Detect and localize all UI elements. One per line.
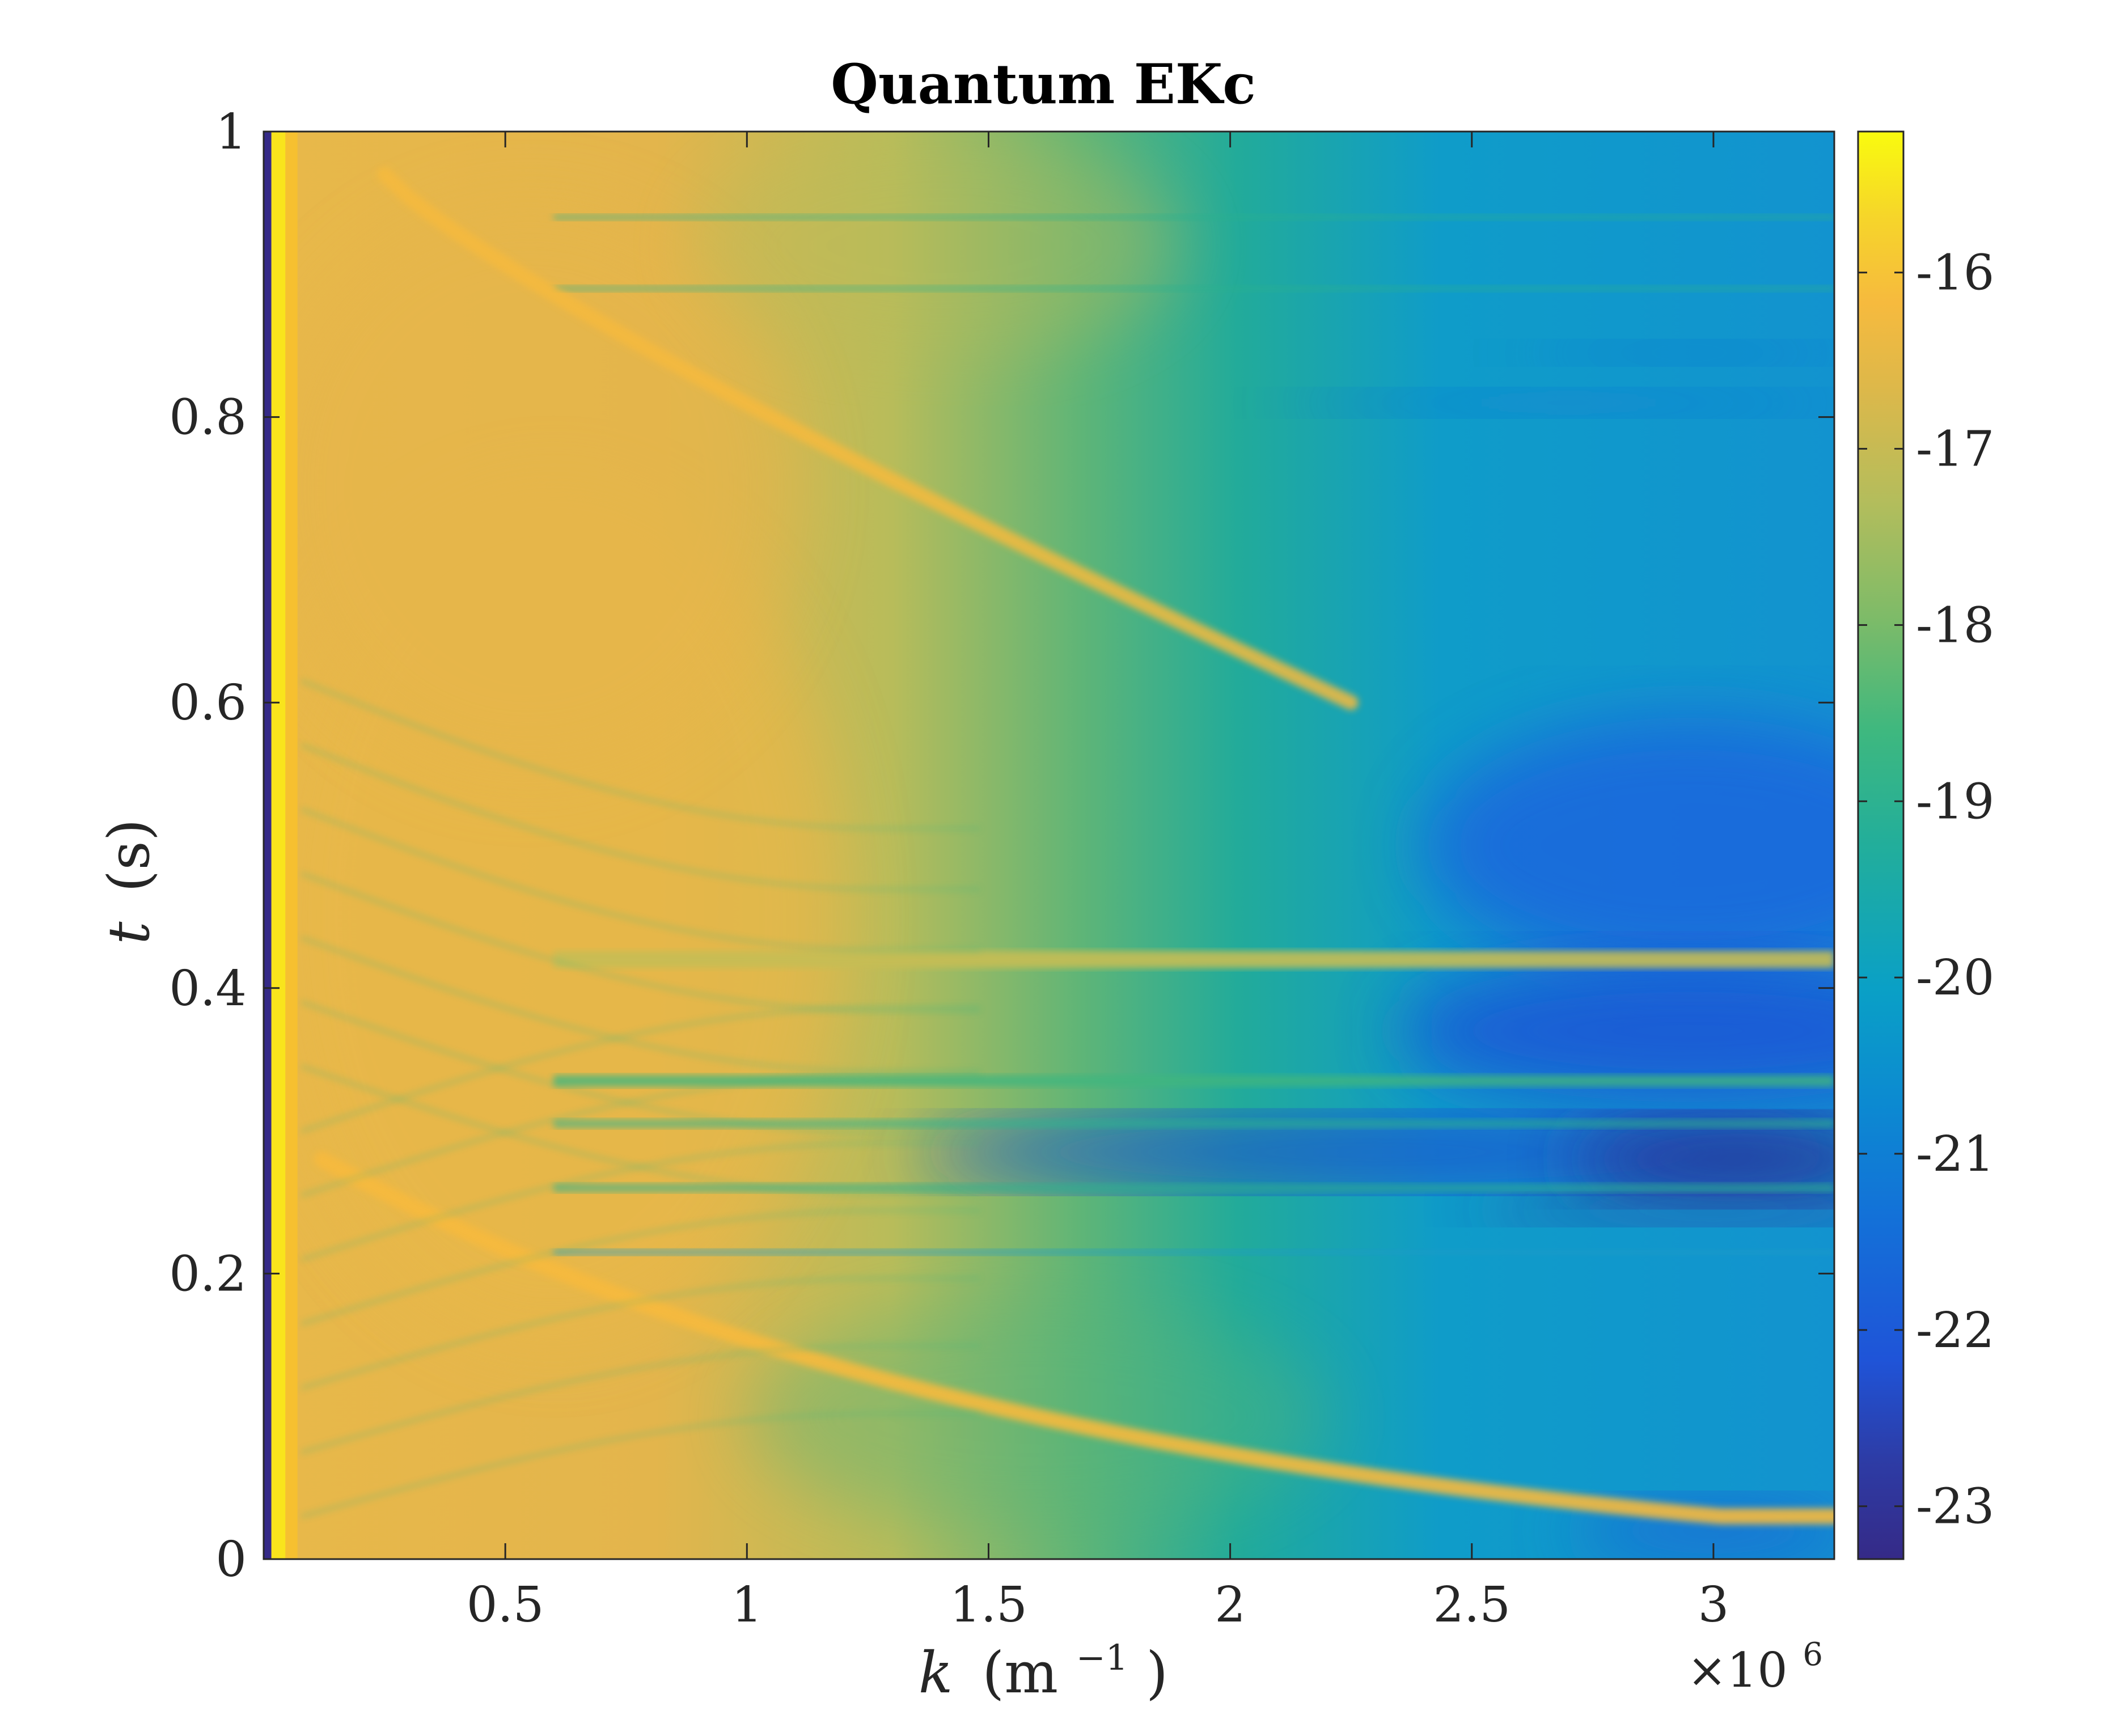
heatmap-band — [553, 1075, 1834, 1087]
heatmap-ridge — [301, 1065, 980, 1195]
heatmap-region — [1279, 391, 1834, 414]
heatmap-region — [1399, 959, 1834, 1103]
colorbar-tick-label: -19 — [1916, 773, 1995, 830]
heatmap-band — [553, 951, 1834, 968]
x-tick-label: 3 — [1698, 1577, 1729, 1633]
heatmap-ridge — [301, 744, 980, 891]
colorbar-tick-label: -20 — [1916, 950, 1995, 1006]
heatmap-yellow-stripe — [271, 132, 286, 1559]
heatmap-ridge — [301, 679, 980, 830]
axes-frame — [263, 130, 1835, 1560]
colorbar-tick-label: -17 — [1916, 421, 1995, 478]
colorbar-ticks: -16 -17 -18 -19 -20 -21 -22 -23 — [1858, 245, 1995, 1535]
heatmap-region — [1520, 342, 1834, 363]
heatmap-band — [553, 285, 1834, 292]
y-tick-label: 0 — [215, 1531, 247, 1588]
x-tick-label: 0.5 — [467, 1577, 544, 1633]
heatmap-ridge — [314, 1151, 1834, 1525]
heatmap-region — [1423, 717, 1834, 974]
colorbar-tick-label: -16 — [1916, 245, 1995, 302]
y-axis-ticks: 0 0.2 0.4 0.6 0.8 1 — [169, 104, 1834, 1588]
colorbar-tick-label: -23 — [1916, 1479, 1995, 1535]
heatmap-ridge — [301, 1209, 980, 1325]
heatmap-region — [1568, 1124, 1834, 1195]
heatmap-ridge — [301, 1001, 980, 1134]
colorbar — [1857, 130, 1905, 1560]
heatmap-ridge — [301, 1277, 980, 1390]
heatmap-left-edge — [264, 132, 272, 1559]
y-axis-label: t (s) — [96, 819, 162, 944]
heatmap-band — [553, 214, 1834, 221]
heatmap-area — [264, 132, 1834, 1559]
heatmap-ridge — [301, 808, 980, 952]
heatmap-region — [264, 202, 796, 774]
chart-title: Quantum EKc — [831, 52, 1256, 116]
x-tick-label: 2.5 — [1433, 1577, 1511, 1633]
colorbar-tick-label: -18 — [1916, 597, 1995, 654]
heatmap-band — [553, 1183, 1834, 1192]
heatmap-ridge — [301, 1006, 980, 1133]
heatmap-ridge — [301, 1073, 980, 1197]
x-tick-label: 1.5 — [950, 1577, 1027, 1633]
x-axis-ticks: 0.5 1 1.5 2 2.5 3 — [467, 132, 1729, 1633]
x-exponent-label: ×10 6 — [1687, 1636, 1823, 1698]
heatmap-orange-stripe — [285, 132, 298, 1559]
y-tick-label: 0.8 — [169, 389, 247, 446]
colorbar-tick-label: -21 — [1916, 1126, 1995, 1183]
y-tick-label: 0.6 — [169, 675, 247, 731]
heatmap-band — [553, 1119, 1834, 1128]
heatmap-ridge — [301, 1412, 980, 1518]
heatmap-band — [553, 1249, 1834, 1255]
heatmap-region — [699, 132, 1182, 360]
heatmap-region — [1471, 1196, 1834, 1222]
y-tick-label: 0.2 — [169, 1246, 247, 1302]
heatmap-ridge — [301, 937, 980, 1073]
colorbar-tick-label: -22 — [1916, 1302, 1995, 1359]
y-tick-label: 0.4 — [169, 960, 247, 1017]
x-tick-label: 1 — [731, 1577, 763, 1633]
x-tick-label: 2 — [1215, 1577, 1246, 1633]
heatmap-ridge — [377, 167, 1359, 710]
heatmap-ridge — [301, 1344, 980, 1454]
heatmap-ridge — [301, 872, 980, 1013]
x-axis-label: k (m −1 ) — [919, 1617, 1168, 1706]
y-tick-label: 1 — [215, 104, 247, 160]
